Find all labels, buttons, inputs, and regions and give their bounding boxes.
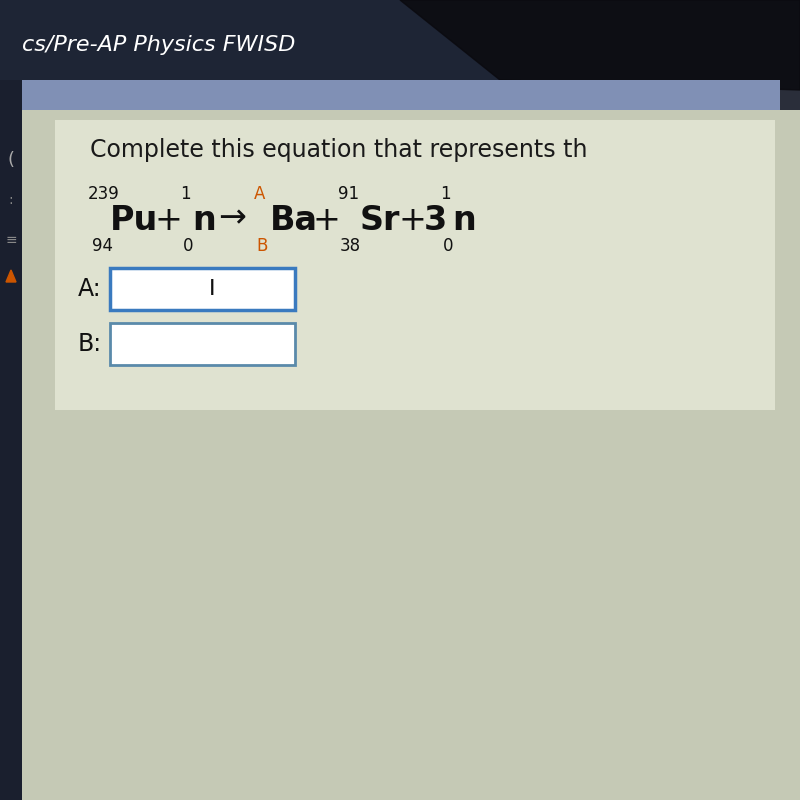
Text: 91: 91 — [338, 185, 359, 203]
Text: n: n — [192, 203, 216, 237]
Text: →: → — [218, 202, 246, 234]
Text: 0: 0 — [443, 237, 454, 255]
Text: Ba: Ba — [270, 203, 318, 237]
FancyBboxPatch shape — [22, 110, 800, 800]
Text: 3: 3 — [424, 203, 447, 237]
Text: +: + — [312, 203, 340, 237]
Text: I: I — [209, 279, 215, 299]
Text: Sr: Sr — [360, 203, 400, 237]
Polygon shape — [400, 0, 800, 90]
Text: +: + — [154, 203, 182, 237]
Text: 94: 94 — [92, 237, 113, 255]
FancyBboxPatch shape — [0, 80, 22, 800]
Text: 239: 239 — [88, 185, 120, 203]
Text: Pu: Pu — [110, 203, 158, 237]
Text: A:: A: — [78, 277, 102, 301]
Text: B:: B: — [78, 332, 102, 356]
Text: 0: 0 — [183, 237, 194, 255]
Text: cs/Pre-AP Physics FWISD: cs/Pre-AP Physics FWISD — [22, 35, 295, 55]
FancyBboxPatch shape — [110, 268, 295, 310]
Text: A: A — [254, 185, 266, 203]
Text: ≡: ≡ — [5, 233, 17, 247]
Text: B: B — [256, 237, 267, 255]
FancyBboxPatch shape — [110, 323, 295, 365]
Text: 1: 1 — [180, 185, 190, 203]
FancyBboxPatch shape — [55, 120, 775, 410]
Text: +: + — [398, 203, 426, 237]
Polygon shape — [6, 270, 16, 282]
Text: (: ( — [7, 151, 14, 169]
Text: 38: 38 — [340, 237, 361, 255]
Text: n: n — [452, 203, 476, 237]
FancyBboxPatch shape — [20, 80, 780, 110]
FancyBboxPatch shape — [0, 0, 800, 80]
Text: :: : — [9, 193, 14, 207]
Text: 1: 1 — [440, 185, 450, 203]
Text: Complete this equation that represents th: Complete this equation that represents t… — [90, 138, 587, 162]
